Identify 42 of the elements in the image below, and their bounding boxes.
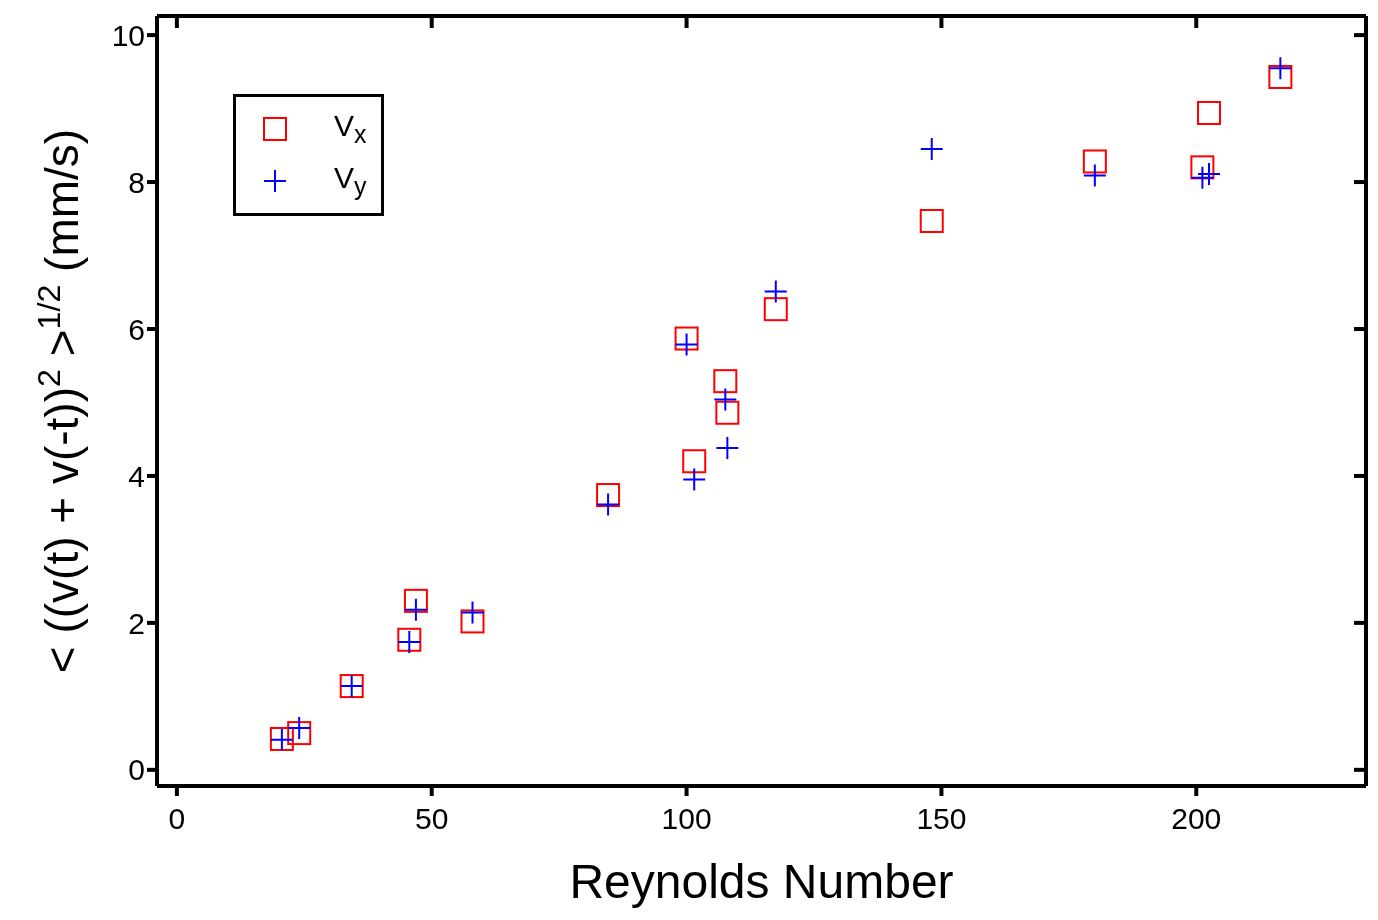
point (713, 369, 738, 394)
point (404, 598, 427, 621)
point (287, 721, 312, 746)
x-axis-title: Reynolds Number (569, 855, 954, 908)
point (1082, 149, 1107, 174)
legend-label: V$_{y}$ (334, 161, 367, 201)
point (919, 208, 944, 233)
x-tick-label: 100 (661, 802, 712, 836)
point (1268, 64, 1293, 89)
point (764, 280, 787, 303)
point (675, 333, 698, 356)
x-tick-label: 200 (1171, 802, 1222, 836)
point (716, 437, 739, 460)
point (1190, 155, 1215, 180)
point (1083, 164, 1106, 187)
y-tick-label: 4 (128, 459, 145, 493)
point (288, 716, 311, 739)
point (596, 483, 621, 508)
point (714, 388, 737, 411)
y-tick-label: 10 (111, 18, 145, 52)
x-tick-label: 0 (168, 802, 186, 836)
point (1269, 57, 1292, 80)
y-tick-label: 2 (128, 606, 145, 640)
point (1191, 166, 1214, 189)
point (460, 609, 485, 634)
point (920, 137, 943, 160)
point (715, 400, 740, 425)
point (674, 326, 699, 351)
point (682, 449, 707, 474)
point (683, 468, 706, 491)
y-tick-label: 6 (128, 312, 145, 346)
y-tick-label: 8 (128, 165, 145, 199)
point (1198, 162, 1221, 185)
legend-label: V$_{x}$ (334, 109, 367, 149)
point (763, 297, 788, 322)
x-tick-label: 150 (916, 802, 967, 836)
point (1197, 100, 1222, 125)
x-tick-label: 50 (415, 802, 449, 836)
point (597, 493, 620, 516)
y-tick-label: 0 (128, 753, 145, 787)
point (461, 601, 484, 624)
point (403, 588, 428, 613)
